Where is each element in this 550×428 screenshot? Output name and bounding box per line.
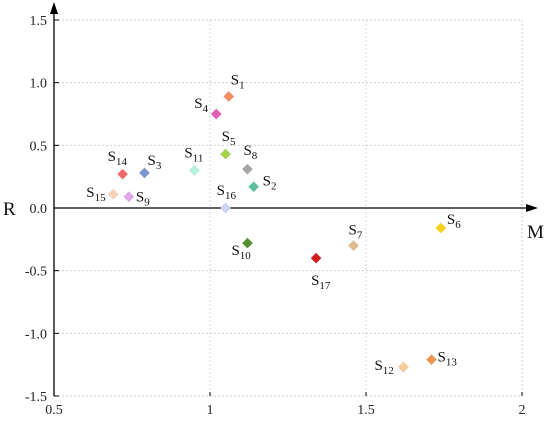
- data-points: [107, 90, 447, 373]
- point-label-s10: S10: [231, 243, 251, 262]
- y-tick-label: 0.0: [30, 202, 48, 217]
- x-tick-label: 0.5: [45, 403, 63, 418]
- y-tick-label: 1.5: [30, 14, 48, 29]
- data-point-s16: [219, 202, 232, 214]
- x-axis-label: M: [527, 222, 544, 243]
- data-point-s13: [425, 354, 438, 366]
- y-tick-label: 1.0: [30, 77, 48, 92]
- data-point-s12: [397, 361, 410, 373]
- point-label-s5: S5: [222, 129, 236, 148]
- y-axis-arrow: [50, 2, 58, 14]
- point-label-s15: S15: [86, 185, 106, 204]
- data-point-s8: [241, 163, 254, 175]
- point-label-s1: S1: [231, 72, 245, 91]
- point-label-s9: S9: [136, 190, 150, 209]
- point-label-s7: S7: [349, 223, 363, 242]
- x-tick-label: 1.5: [357, 403, 375, 418]
- y-tick-label: -0.5: [25, 265, 47, 280]
- data-point-s15: [107, 188, 119, 200]
- data-point-s4: [210, 108, 222, 120]
- x-axis-arrow: [526, 204, 538, 212]
- point-label-s3: S3: [147, 153, 161, 172]
- point-label-s12: S12: [374, 358, 393, 377]
- point-label-s4: S4: [194, 96, 208, 115]
- point-label-s11: S11: [184, 145, 203, 164]
- data-point-s2: [248, 181, 260, 193]
- x-tick-label: 2: [519, 403, 526, 418]
- data-point-s14: [117, 168, 129, 180]
- point-label-s16: S16: [217, 183, 237, 202]
- y-axis-label: R: [3, 199, 16, 220]
- data-point-s3: [138, 167, 151, 179]
- y-tick-label: -1.5: [25, 390, 47, 405]
- tick-labels: 1.51.00.50.0-0.5-1.0-1.50.5 1 1.5 2: [25, 14, 526, 418]
- point-label-s13: S13: [438, 350, 458, 369]
- point-label-s17: S17: [311, 273, 331, 292]
- data-point-s9: [123, 191, 135, 203]
- point-label-s8: S8: [243, 143, 257, 162]
- data-point-s10: [241, 237, 254, 249]
- data-point-s11: [188, 164, 201, 177]
- data-point-s7: [347, 239, 360, 252]
- x-tick-label: 1: [207, 403, 214, 418]
- point-label-s14: S14: [108, 149, 128, 168]
- y-tick-label: -1.0: [25, 327, 47, 342]
- data-point-s5: [219, 148, 232, 160]
- data-point-s17: [310, 252, 322, 264]
- axes: [50, 2, 538, 397]
- data-point-s6: [435, 222, 447, 234]
- point-label-s6: S6: [447, 212, 461, 231]
- data-point-s1: [223, 90, 235, 103]
- point-label-s2: S2: [263, 174, 277, 193]
- y-tick-label: 0.5: [30, 139, 48, 154]
